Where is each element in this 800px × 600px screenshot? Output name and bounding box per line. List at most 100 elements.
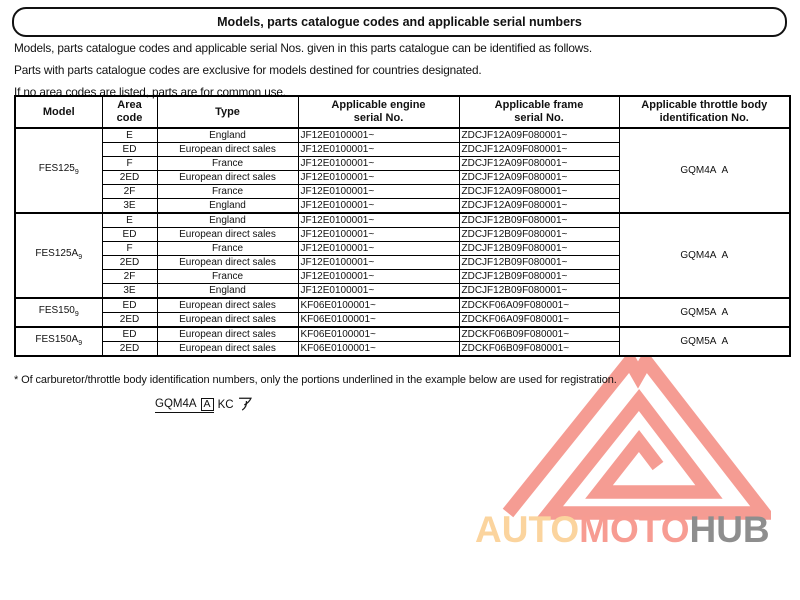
type-cell: European direct sales (156, 255, 299, 270)
type-cell: France (156, 184, 299, 199)
frame-serial-cell: ZDCKF06B09F080001~ (458, 326, 620, 342)
type-cell: France (156, 156, 299, 171)
model-cell: FES1259 (14, 127, 103, 214)
col-header-frame-serial: Applicable frame serial No. (458, 95, 620, 129)
area-code-cell: 2ED (101, 170, 158, 185)
type-cell: England (156, 127, 299, 143)
table-row: 2ED European direct sales JF12E0100001~ … (15, 170, 790, 185)
table-row: 3E England JF12E0100001~ ZDCJF12B09F0800… (15, 283, 790, 299)
type-cell: France (156, 269, 299, 284)
col-header-type: Type (156, 95, 299, 129)
area-code-cell: F (101, 156, 158, 171)
wordmark-hub: HUB (689, 509, 770, 550)
table-row: FES150A9 ED European direct sales KF06E0… (14, 326, 791, 357)
area-code-cell: ED (101, 326, 158, 342)
engine-serial-cell: JF12E0100001~ (297, 170, 460, 185)
engine-serial-cell: JF12E0100001~ (297, 241, 460, 256)
frame-serial-cell: ZDCJF12B09F080001~ (458, 269, 620, 284)
table-row: FES1259 E England JF12E0100001~ ZDCJF12A… (14, 127, 791, 214)
engine-serial-cell: JF12E0100001~ (297, 184, 460, 199)
engine-serial-cell: JF12E0100001~ (297, 212, 460, 228)
type-cell: European direct sales (156, 312, 299, 328)
frame-serial-cell: ZDCJF12B09F080001~ (458, 212, 620, 228)
intro-line: Parts with parts catalogue codes are exc… (14, 63, 482, 77)
type-cell: England (156, 212, 299, 228)
engine-serial-cell: JF12E0100001~ (297, 127, 460, 143)
table-row: 3E England JF12E0100001~ ZDCJF12A09F0800… (15, 198, 790, 214)
frame-serial-cell: ZDCJF12B09F080001~ (458, 283, 620, 299)
col-header-area-code: Area code (101, 95, 158, 129)
col-header-model: Model (14, 95, 103, 129)
underlined-code: GQM4A A (155, 397, 214, 413)
table-row: ED European direct sales JF12E0100001~ Z… (15, 227, 790, 242)
table-header-row: Model Area code Type Applicable engine ser… (14, 95, 791, 129)
example-suffix: KC (217, 399, 234, 411)
example-code: GQM4A (155, 398, 197, 410)
automotohub-triangle-logo-icon (501, 348, 778, 522)
table-row: FES1509 ED European direct sales KF06E01… (14, 297, 791, 328)
col-header-engine-serial: Applicable engine serial No. (297, 95, 460, 129)
frame-serial-cell: ZDCJF12A09F080001~ (458, 198, 620, 214)
type-cell: European direct sales (156, 297, 299, 313)
table-row: FES125A9 E England JF12E0100001~ ZDCJF12… (14, 212, 791, 299)
boxed-letter: A (200, 397, 214, 411)
frame-serial-cell: ZDCJF12A09F080001~ (458, 142, 620, 157)
type-cell: European direct sales (156, 170, 299, 185)
area-code-cell: E (101, 212, 158, 228)
page-title-box: Models, parts catalogue codes and applic… (12, 7, 787, 37)
type-cell: France (156, 241, 299, 256)
frame-serial-cell: ZDCKF06A09F080001~ (458, 297, 620, 313)
throttle-body-cell: GQM5A A (618, 326, 791, 357)
area-code-cell: ED (101, 142, 158, 157)
table-row: F France JF12E0100001~ ZDCJF12B09F080001… (15, 241, 790, 256)
throttle-body-cell: GQM4A A (618, 212, 791, 299)
registration-footnote: * Of carburetor/throttle body identifica… (14, 374, 617, 386)
type-cell: European direct sales (156, 227, 299, 242)
intro-line: Models, parts catalogue codes and applic… (14, 41, 593, 55)
area-code-cell: ED (101, 227, 158, 242)
area-code-cell: 2ED (101, 341, 158, 357)
engine-serial-cell: JF12E0100001~ (297, 156, 460, 171)
engine-serial-cell: JF12E0100001~ (297, 142, 460, 157)
area-code-cell: 2ED (101, 312, 158, 328)
type-cell: European direct sales (156, 326, 299, 342)
engine-serial-cell: JF12E0100001~ (297, 283, 460, 299)
frame-serial-cell: ZDCJF12B09F080001~ (458, 227, 620, 242)
frame-serial-cell: ZDCJF12A09F080001~ (458, 184, 620, 199)
area-code-cell: 2F (101, 269, 158, 284)
area-code-cell: 2ED (101, 255, 158, 270)
area-code-cell: ED (101, 297, 158, 313)
throttle-body-cell: GQM5A A (618, 297, 791, 328)
area-code-cell: F (101, 241, 158, 256)
type-cell: England (156, 198, 299, 214)
engine-serial-cell: JF12E0100001~ (297, 198, 460, 214)
table-row: 2F France JF12E0100001~ ZDCJF12A09F08000… (15, 184, 790, 199)
frame-serial-cell: ZDCKF06B09F080001~ (458, 341, 620, 357)
page-title: Models, parts catalogue codes and applic… (217, 15, 582, 29)
frame-serial-cell: ZDCJF12B09F080001~ (458, 241, 620, 256)
katakana-a-glyph (238, 396, 252, 414)
engine-serial-cell: KF06E0100001~ (297, 312, 460, 328)
model-cell: FES125A9 (14, 212, 103, 299)
automotohub-wordmark: AUTOMOTOHUB (475, 509, 770, 551)
type-cell: England (156, 283, 299, 299)
area-code-cell: E (101, 127, 158, 143)
type-cell: European direct sales (156, 142, 299, 157)
engine-serial-cell: KF06E0100001~ (297, 297, 460, 313)
frame-serial-cell: ZDCJF12A09F080001~ (458, 156, 620, 171)
area-code-cell: 3E (101, 283, 158, 299)
engine-serial-cell: KF06E0100001~ (297, 326, 460, 342)
table-row: 2ED European direct sales KF06E0100001~ … (15, 341, 790, 357)
model-cell: FES150A9 (14, 326, 103, 357)
area-code-cell: 3E (101, 198, 158, 214)
engine-serial-cell: JF12E0100001~ (297, 227, 460, 242)
area-code-cell: 2F (101, 184, 158, 199)
engine-serial-cell: JF12E0100001~ (297, 255, 460, 270)
table-row: ED European direct sales JF12E0100001~ Z… (15, 142, 790, 157)
table-row: 2F France JF12E0100001~ ZDCJF12B09F08000… (15, 269, 790, 284)
type-cell: European direct sales (156, 341, 299, 357)
throttle-body-cell: GQM4A A (618, 127, 791, 214)
engine-serial-cell: JF12E0100001~ (297, 269, 460, 284)
